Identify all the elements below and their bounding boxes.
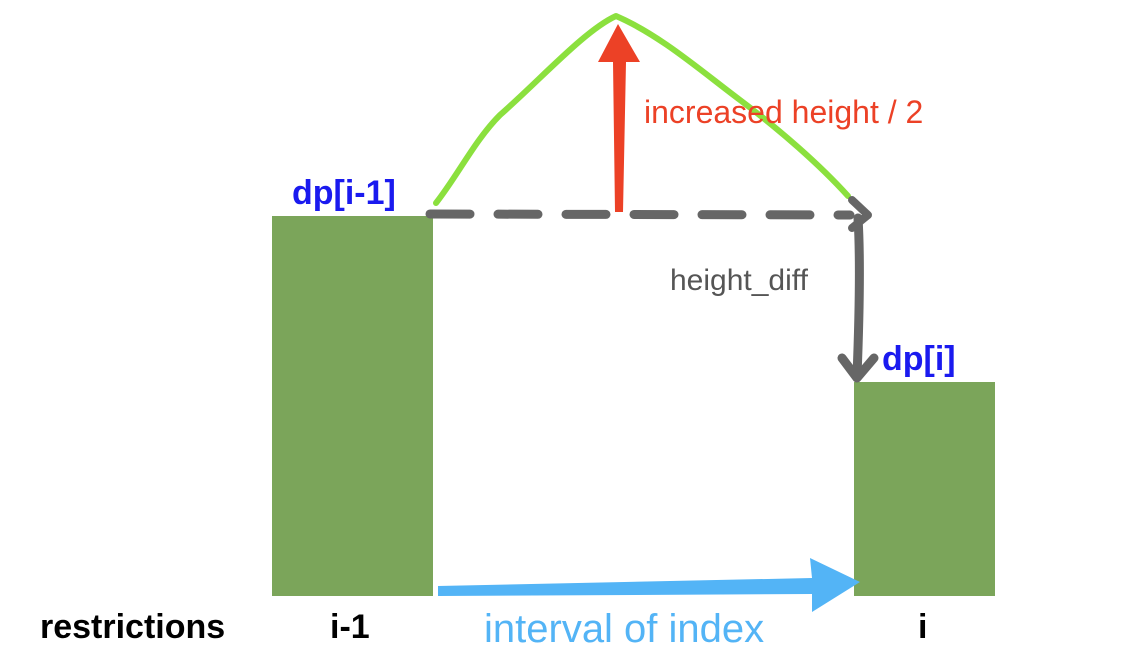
index-prev-label: i-1 xyxy=(330,608,370,646)
height-diff-arrow-line xyxy=(852,213,864,381)
increased-height-arrow xyxy=(598,24,640,212)
interval-arrow xyxy=(438,558,860,612)
bar-prev xyxy=(272,216,433,596)
bar-current xyxy=(854,382,995,596)
dashed-level-line xyxy=(425,209,855,220)
dp-current-label: dp[i] xyxy=(882,340,956,378)
peak-curve xyxy=(433,13,851,206)
increased-height-label: increased height / 2 xyxy=(644,94,923,130)
restrictions-label: restrictions xyxy=(40,608,225,646)
height-diff-arrowhead xyxy=(837,353,879,383)
index-current-label: i xyxy=(918,608,927,646)
dp-prev-label: dp[i-1] xyxy=(292,174,396,212)
height-diff-label: height_diff xyxy=(670,264,809,297)
interval-label: interval of index xyxy=(484,607,764,651)
